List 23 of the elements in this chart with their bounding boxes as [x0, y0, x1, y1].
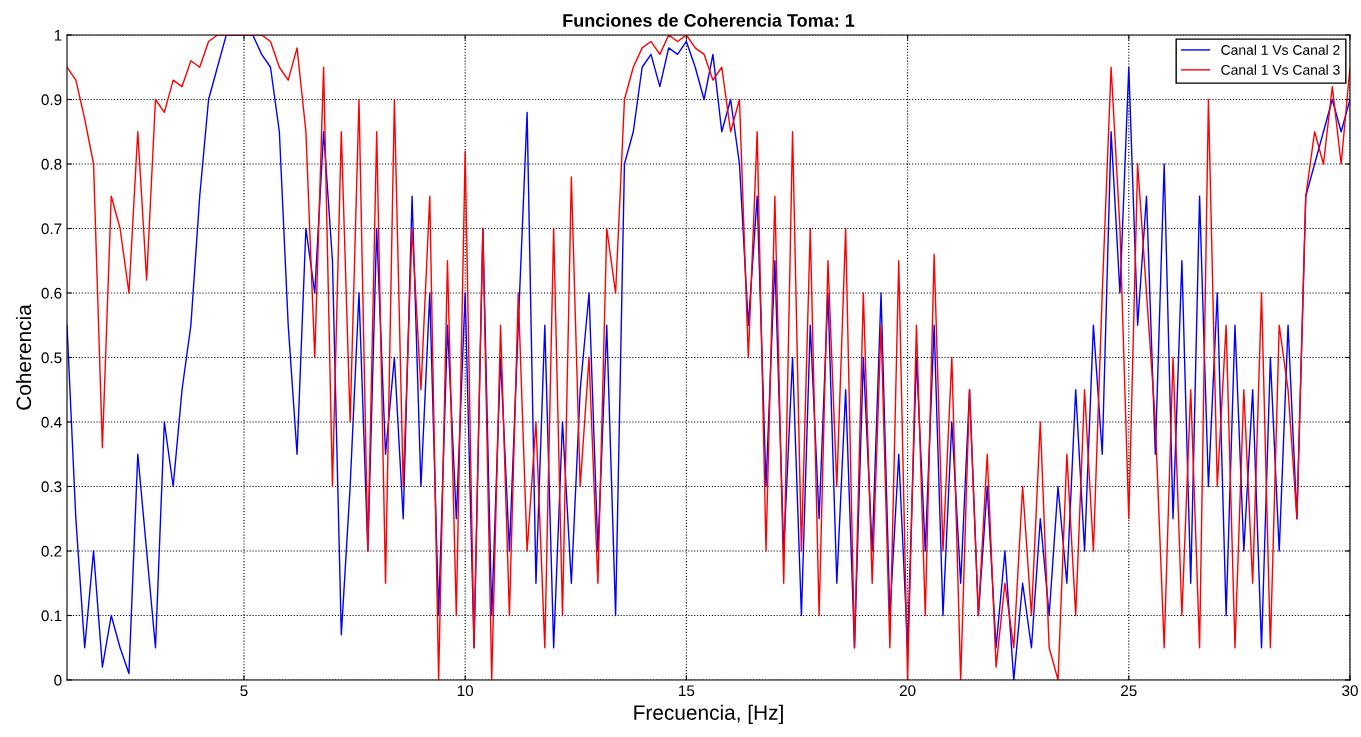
x-tick-label: 30 [1342, 685, 1358, 697]
line-series [67, 35, 1350, 680]
y-tick-label: 0.3 [41, 481, 62, 493]
x-tick-label: 10 [457, 685, 474, 697]
y-tick-label: 0.8 [41, 158, 62, 170]
x-tick-label: 20 [899, 685, 916, 697]
y-tick-label: 0.4 [41, 416, 62, 428]
y-tick-label: 0.6 [41, 287, 62, 299]
chart-title: Funciones de Coherencia Toma: 1 [563, 13, 855, 27]
y-tick-label: 0.5 [41, 352, 62, 364]
x-tick-label: 15 [679, 685, 695, 697]
y-tick-label: 0.1 [41, 610, 62, 622]
y-tick-label: 1 [54, 30, 62, 41]
legend-label: Canal 1 Vs Canal 2 [1221, 44, 1340, 55]
y-tick-label: 0 [54, 674, 62, 686]
x-axis-title: Frecuencia, [Hz] [634, 704, 783, 725]
legend-label: Canal 1 Vs Canal 3 [1221, 64, 1340, 75]
y-tick-label: 0.9 [41, 94, 62, 106]
x-tick-label: 5 [240, 685, 248, 697]
y-axis-title: Coherencia [15, 304, 32, 410]
y-tick-label: 0.2 [41, 545, 62, 557]
y-tick-label: 0.7 [41, 223, 62, 235]
x-tick-label: 25 [1121, 685, 1137, 697]
